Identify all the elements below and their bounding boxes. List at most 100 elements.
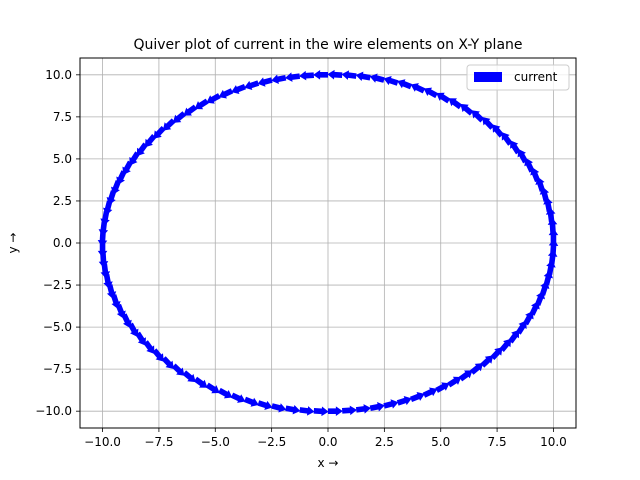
current-arrow (116, 170, 127, 185)
current-arrow (469, 363, 484, 375)
current-arrow (257, 400, 273, 410)
current-arrow (230, 392, 246, 403)
chart-title: Quiver plot of current in the wire eleme… (133, 37, 522, 53)
current-arrow (218, 88, 234, 99)
current-arrow (244, 80, 260, 91)
current-arrow (548, 238, 559, 254)
current-arrow (298, 70, 315, 81)
current-arrow (162, 118, 176, 131)
current-arrow (172, 111, 187, 123)
current-arrow (447, 376, 462, 388)
current-arrow (127, 322, 139, 338)
current-arrow (153, 125, 166, 139)
x-axis-ticks: −10.0 −7.5 −5.0 −2.5 0.0 2.5 5.0 7.5 10.0 (84, 428, 567, 449)
x-tick-label: −10.0 (84, 435, 121, 449)
current-arrow (523, 310, 534, 326)
current-arrow (409, 392, 425, 402)
current-arrow (508, 329, 520, 344)
current-arrow (194, 98, 209, 110)
y-tick-label: 0.0 (53, 236, 72, 250)
y-tick-label: 10.0 (45, 68, 72, 82)
current-arrow (460, 103, 474, 116)
current-arrow (355, 404, 372, 414)
current-arrow (313, 70, 328, 80)
current-arrow (121, 313, 132, 329)
current-arrow (369, 402, 385, 412)
current-arrow (183, 104, 198, 116)
legend: current (466, 64, 570, 91)
y-tick-label: 7.5 (53, 110, 72, 124)
current-arrow (284, 72, 301, 82)
current-arrow (152, 348, 164, 362)
current-arrow (313, 406, 329, 417)
current-arrow (501, 132, 513, 146)
y-tick-label: −10.0 (35, 404, 72, 418)
current-arrow (510, 140, 521, 155)
current-arrow (129, 151, 141, 166)
current-arrow (396, 395, 412, 406)
current-arrow (436, 92, 451, 104)
x-tick-label: −2.5 (257, 435, 286, 449)
current-arrow (529, 301, 540, 316)
current-arrow (480, 355, 494, 368)
x-tick-label: 5.0 (431, 435, 450, 449)
current-arrow (136, 142, 148, 157)
current-arrow (448, 98, 463, 110)
x-tick-label: −7.5 (144, 435, 173, 449)
current-arrow (369, 73, 385, 83)
current-arrow (327, 69, 343, 80)
y-tick-label: 5.0 (53, 152, 72, 166)
quiver-arrows (97, 69, 559, 417)
x-tick-label: −5.0 (201, 435, 230, 449)
current-arrow (182, 370, 196, 383)
current-arrow (122, 160, 133, 176)
current-arrow (231, 84, 247, 94)
current-arrow (383, 399, 399, 409)
current-arrow (490, 347, 503, 361)
x-tick-label: 2.5 (375, 435, 394, 449)
x-tick-label: 7.5 (488, 435, 507, 449)
current-arrow (410, 83, 426, 94)
current-arrow (143, 340, 155, 354)
current-arrow (482, 117, 495, 130)
current-arrow (299, 406, 315, 416)
current-arrow (285, 404, 301, 415)
current-arrow (206, 93, 221, 104)
current-arrow (458, 370, 473, 382)
current-arrow (492, 124, 504, 138)
current-arrow (515, 320, 527, 335)
y-tick-label: −5.0 (43, 320, 72, 334)
current-arrow (271, 403, 287, 413)
current-arrow (271, 74, 287, 84)
current-arrow (328, 406, 343, 416)
y-axis-ticks: −10.0 −7.5 −5.0 −2.5 0.0 2.5 5.0 7.5 10.0 (35, 68, 80, 418)
current-arrow (435, 382, 450, 393)
x-tick-label: 0.0 (318, 435, 337, 449)
current-arrow (471, 110, 485, 123)
current-arrow (144, 134, 157, 148)
legend-label-current: current (514, 70, 558, 84)
current-arrow (161, 356, 174, 369)
current-arrow (422, 387, 438, 398)
y-tick-label: 2.5 (53, 194, 72, 208)
current-arrow (383, 76, 399, 86)
current-arrow (499, 338, 512, 352)
current-arrow (517, 148, 529, 164)
legend-swatch-current (474, 72, 502, 82)
current-arrow (341, 405, 358, 416)
current-arrow (257, 77, 273, 87)
current-arrow (135, 331, 146, 346)
current-arrow (341, 70, 357, 80)
current-arrow (193, 376, 208, 388)
y-tick-label: −2.5 (43, 278, 72, 292)
y-axis-label: y → (6, 233, 20, 254)
current-arrow (218, 387, 233, 399)
current-arrow (423, 87, 438, 99)
current-arrow (524, 157, 535, 173)
x-tick-label: 10.0 (540, 435, 567, 449)
current-arrow (355, 71, 371, 82)
current-arrow (243, 396, 259, 407)
legend-box (466, 64, 570, 91)
current-arrow (205, 382, 220, 394)
